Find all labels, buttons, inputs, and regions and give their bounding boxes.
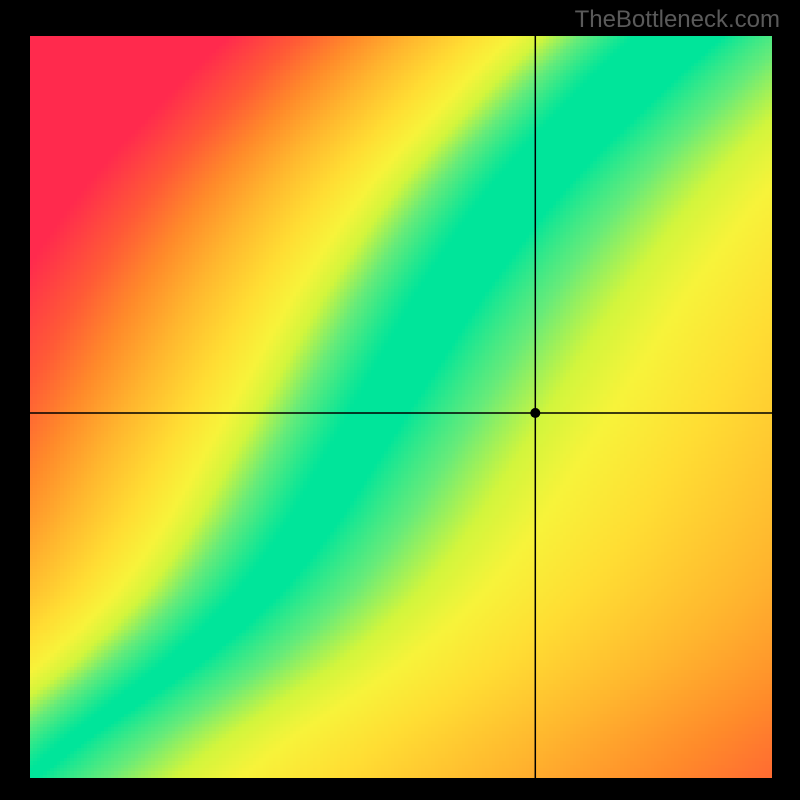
bottleneck-heatmap xyxy=(30,36,772,778)
chart-container: TheBottleneck.com xyxy=(0,0,800,800)
watermark-text: TheBottleneck.com xyxy=(575,6,780,34)
